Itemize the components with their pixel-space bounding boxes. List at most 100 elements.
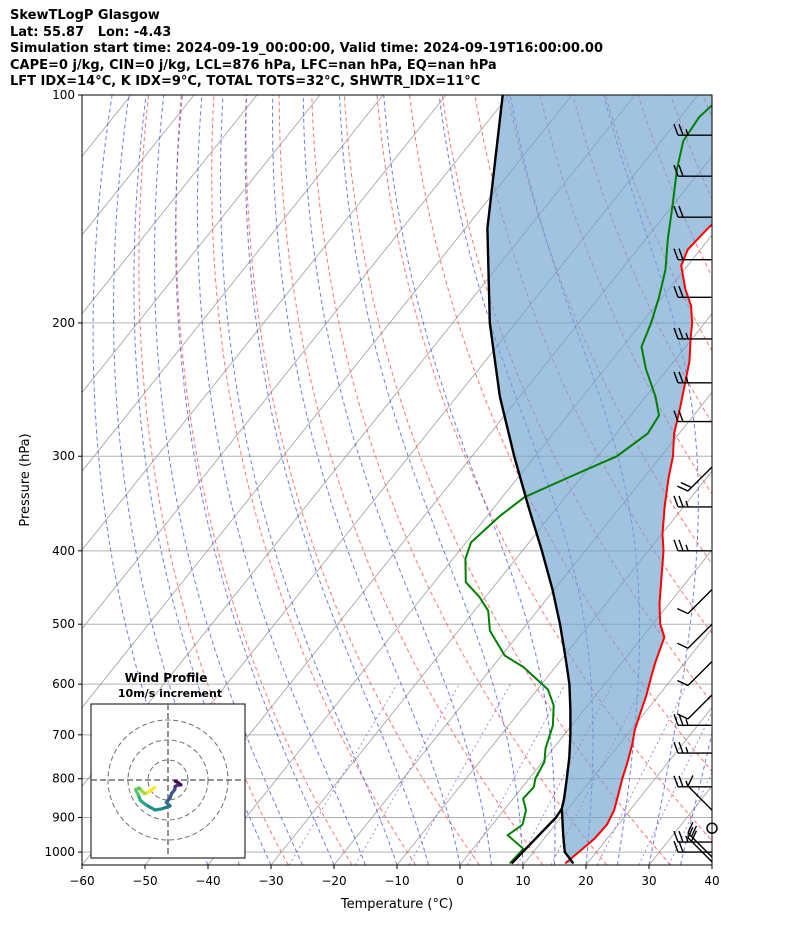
wind-barb-half	[685, 332, 689, 340]
moist-adiabat-line	[133, 95, 272, 865]
mixing-ratio-lines	[288, 683, 712, 865]
cin-shading	[487, 95, 712, 864]
wind-barb	[677, 589, 713, 615]
chart-header: SkewTLogP Glasgow Lat: 55.87 Lon: -4.43 …	[10, 8, 603, 91]
wind-barb	[687, 822, 713, 858]
temperature-line	[564, 223, 712, 865]
wind-barb-half	[685, 835, 689, 843]
y-tick-label: 200	[52, 316, 75, 330]
wind-barb-flag	[673, 830, 679, 843]
wind-barb-staff	[687, 832, 713, 858]
moist-adiabat-line	[383, 95, 556, 865]
moist-adiabat-line	[711, 863, 712, 865]
wind-barb-flag	[678, 123, 684, 136]
mixing-ratio-line	[288, 683, 398, 865]
wind-barbs	[673, 123, 718, 863]
moist-adiabat-line	[775, 95, 794, 865]
wind-barb-flag	[673, 714, 679, 726]
wind-barb	[677, 623, 713, 649]
wind-barb-flag	[673, 410, 679, 422]
chart-title: SkewTLogP Glasgow	[10, 8, 160, 23]
wind-barb	[677, 466, 713, 492]
isotherm-line	[82, 95, 321, 394]
wind-barb-half	[685, 128, 689, 136]
wind-barb-flag	[678, 830, 684, 843]
y-tick-label: 900	[52, 810, 75, 824]
moist-adiabat-line	[302, 95, 492, 865]
isotherm-line	[711, 864, 712, 865]
dry-adiabat-line	[572, 95, 712, 425]
wind-barb	[673, 248, 712, 261]
moist-adiabat-line	[272, 95, 461, 865]
wind-barb-flag	[673, 286, 679, 298]
wind-barb-flag	[678, 495, 684, 508]
wind-barb-staff	[687, 694, 713, 720]
dry-adiabat-line	[702, 95, 712, 119]
wind-barb	[687, 775, 713, 811]
isotherm-line	[0, 95, 68, 865]
wind-barb-flag	[673, 840, 679, 853]
x-tick-label: −20	[321, 874, 346, 888]
wind-barb-half	[685, 719, 689, 726]
wind-barb	[673, 741, 712, 754]
wind-barb-staff	[687, 660, 713, 686]
dry-adiabat-line	[311, 95, 608, 865]
dewpoint-line	[464, 103, 712, 865]
x-tick-label: −30	[258, 874, 283, 888]
wind-barb	[673, 495, 712, 508]
wind-barb-flag	[690, 825, 698, 837]
isotherm-line	[82, 95, 384, 472]
wind-barb	[677, 660, 713, 687]
wind-barb-flag	[678, 164, 684, 177]
wind-barb-half	[685, 500, 689, 508]
hodograph	[91, 704, 245, 858]
wind-barb	[673, 410, 712, 423]
dry-adiabat-line	[138, 95, 289, 865]
x-tick-label: −60	[69, 874, 94, 888]
wind-barb-flag	[680, 481, 692, 489]
mixing-ratio-line	[354, 683, 460, 865]
wind-barb-flag	[673, 205, 679, 218]
dry-adiabat-line	[211, 95, 417, 865]
x-tick-label: 20	[578, 874, 593, 888]
wind-barb-flag	[687, 775, 694, 787]
y-tick-label: 800	[52, 772, 75, 786]
y-tick-label: 1000	[44, 845, 75, 859]
y-tick-label: 400	[52, 544, 75, 558]
wind-barb-flag	[678, 539, 684, 552]
wind-barb-staff	[687, 785, 713, 811]
mixing-ratio-line	[408, 683, 511, 865]
wind-barb	[673, 830, 712, 843]
wind-barb	[673, 286, 712, 298]
cape-line: CAPE=0 j/kg, CIN=0 j/kg, LCL=876 hPa, LF…	[10, 57, 497, 73]
x-tick-label: −10	[384, 874, 409, 888]
x-tick-label: 40	[704, 874, 719, 888]
wind-barb-flag	[687, 822, 694, 834]
moist-adiabat-line	[175, 95, 335, 865]
cin-fill	[487, 95, 712, 864]
wind-barb-flag	[673, 248, 679, 260]
y-tick-label: 100	[52, 88, 75, 102]
wind-barb-flag	[678, 327, 684, 340]
wind-barb-flag	[677, 679, 689, 687]
x-tick-label: 0	[456, 874, 464, 888]
y-axis-ticks: 1000 900 800 700 600 500 400 300 200 100	[44, 88, 82, 859]
wind-barb-flag	[678, 840, 684, 853]
wind-barb-staff	[687, 589, 713, 615]
wind-barb-flag	[673, 327, 679, 340]
wind-barb-half	[685, 544, 689, 552]
wind-barb-flag	[678, 205, 684, 218]
isotherm-line	[396, 470, 712, 865]
profile-lines	[464, 95, 712, 865]
wind-barb	[673, 539, 712, 552]
wind-barb-flag	[677, 485, 689, 492]
x-tick-label: −40	[195, 874, 220, 888]
mixing-ratio-line	[596, 683, 688, 865]
y-tick-label: 300	[52, 449, 75, 463]
wind-barb-flag	[678, 775, 684, 788]
dry-adiabat-line	[736, 95, 794, 865]
moist-adiabat-line	[603, 95, 699, 865]
isotherm-line	[82, 95, 195, 236]
wind-barb-half	[685, 780, 689, 788]
x-axis-label: Temperature (°C)	[340, 897, 453, 912]
